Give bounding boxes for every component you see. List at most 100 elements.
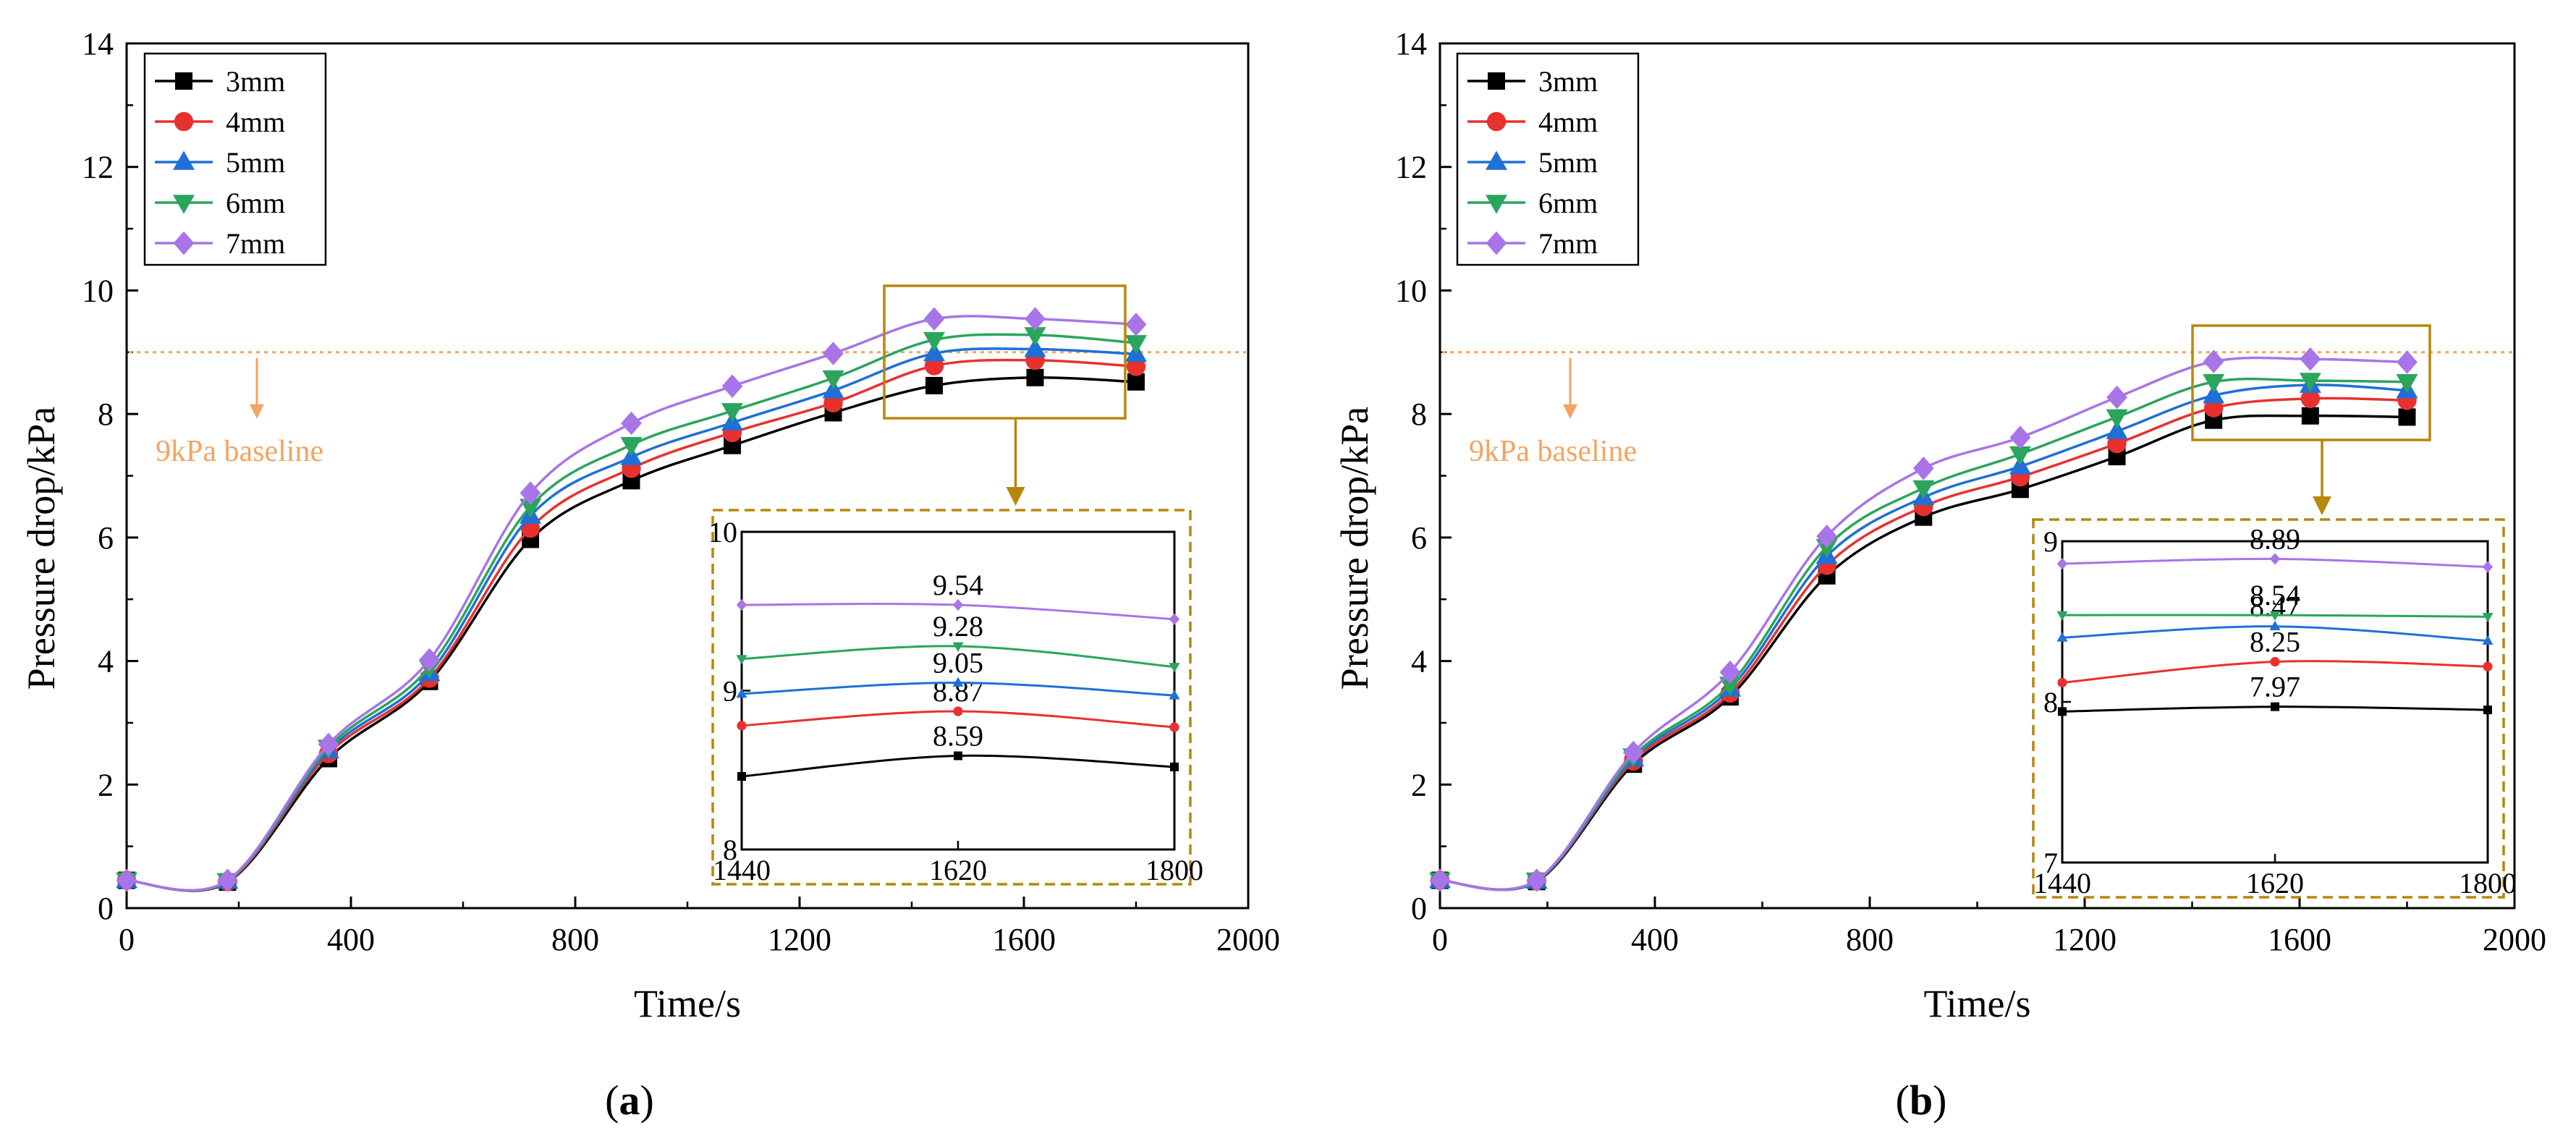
inset-y-tick-label: 10 — [708, 516, 737, 548]
inset-data-point-6mm — [2056, 611, 2068, 621]
inset-data-point-5mm — [736, 688, 747, 698]
inset-y-tick-label: 9 — [2043, 525, 2058, 558]
data-point-6mm — [2106, 409, 2128, 429]
inset-data-point-7mm — [736, 598, 747, 611]
x-tick-label: 0 — [1432, 922, 1448, 957]
legend-marker-6mm — [1486, 195, 1507, 214]
data-point-6mm — [520, 499, 541, 518]
data-point-7mm — [1125, 313, 1147, 336]
data-point-7mm — [520, 481, 541, 505]
series-line-3mm — [126, 376, 1137, 892]
legend-label-3mm: 3mm — [226, 65, 285, 98]
y-tick-label: 10 — [1395, 273, 1427, 308]
inset-y-tick-label: 9 — [723, 675, 737, 708]
data-point-6mm — [721, 403, 743, 423]
y-tick-label: 12 — [82, 150, 114, 185]
y-axis-label: Pressure drop/kPa — [1333, 407, 1376, 690]
chart-panel-b: 0 400 800 1200 1600 2000 0 2 4 6 8 10 12 14 Time/s Pres… — [1333, 26, 2546, 1124]
inset-data-point-5mm — [2482, 635, 2494, 645]
data-point-6mm — [2009, 446, 2031, 466]
zoom-box — [883, 284, 1127, 420]
inset-data-point-5mm — [2056, 632, 2068, 642]
y-tick-label: 0 — [1411, 891, 1427, 926]
y-tick-label: 10 — [82, 273, 114, 308]
legend-marker-4mm — [174, 111, 194, 132]
series-line-7mm — [1439, 356, 2407, 891]
data-point-5mm — [1024, 337, 1046, 357]
inset-data-point-5mm — [952, 677, 964, 687]
zoom-arrow-head — [2313, 496, 2331, 515]
y-tick-label: 0 — [98, 891, 114, 926]
data-point-6mm — [2299, 373, 2321, 392]
legend-frame — [1456, 52, 1640, 266]
data-point-3mm — [925, 376, 943, 394]
legend-frame — [143, 52, 327, 266]
x-axis-label: Time/s — [634, 982, 741, 1025]
x-tick-label: 1600 — [992, 922, 1056, 957]
baseline-arrow-head — [1563, 404, 1577, 419]
legend-marker-5mm — [173, 151, 195, 170]
data-point-7mm — [217, 868, 238, 892]
y-tick-label: 8 — [98, 397, 114, 432]
legend-label-7mm: 7mm — [1538, 227, 1598, 260]
inset-y-tick-label: 8 — [2043, 686, 2058, 719]
y-tick-label: 4 — [98, 644, 114, 679]
inset-data-point-6mm — [1169, 663, 1180, 673]
data-point-7mm — [2009, 425, 2031, 449]
legend-marker-6mm — [173, 195, 195, 214]
data-point-7mm — [318, 732, 339, 757]
legend-marker-7mm — [173, 231, 195, 255]
data-point-6mm — [1024, 327, 1046, 347]
data-point-6mm — [1125, 335, 1147, 355]
data-point-7mm — [1526, 868, 1548, 892]
inset-x-tick-label: 1440 — [713, 854, 771, 886]
data-point-7mm — [419, 648, 440, 672]
inset-data-point-7mm — [952, 598, 964, 611]
inset-data-point-6mm — [736, 655, 747, 665]
inset-data-point-4mm — [2270, 656, 2280, 667]
y-tick-label: 2 — [1411, 767, 1427, 802]
inset-data-point-3mm — [1170, 762, 1179, 771]
inset-data-point-4mm — [1169, 722, 1179, 732]
y-tick-label: 6 — [98, 520, 114, 556]
legend-marker-5mm — [1486, 151, 1507, 170]
inset-value-label: 9.28 — [933, 610, 983, 643]
inset-data-point-3mm — [737, 772, 746, 781]
inset-value-label: 8.54 — [2250, 579, 2300, 611]
x-tick-label: 800 — [551, 922, 599, 957]
legend-marker-3mm — [175, 72, 192, 90]
data-point-6mm — [822, 370, 844, 390]
x-axis-label: Time/s — [1923, 982, 2030, 1025]
inset-data-point-7mm — [1169, 613, 1180, 625]
inset-x-tick-label: 1800 — [1145, 854, 1203, 886]
data-point-7mm — [2106, 385, 2127, 410]
data-point-7mm — [2203, 349, 2224, 373]
inset-data-point-7mm — [2269, 553, 2281, 565]
inset-data-point-3mm — [954, 751, 962, 760]
data-point-6mm — [2396, 373, 2418, 394]
data-point-7mm — [1912, 457, 1934, 480]
legend-label-4mm: 4mm — [226, 106, 285, 138]
data-point-3mm — [1026, 368, 1044, 386]
y-tick-label: 8 — [1411, 397, 1427, 432]
inset-y-tick-label: 7 — [2043, 847, 2058, 879]
data-point-4mm — [2300, 389, 2321, 409]
data-point-6mm — [1719, 677, 1741, 696]
data-point-7mm — [1025, 307, 1046, 331]
x-tick-label: 400 — [1631, 922, 1679, 957]
y-tick-label: 4 — [1411, 644, 1427, 679]
legend-marker-7mm — [1486, 231, 1507, 255]
inset-x-tick-label: 1800 — [2459, 867, 2517, 899]
data-point-5mm — [923, 342, 945, 362]
legend: 3mm 4mm 5mm 6mm 7mm — [143, 52, 327, 266]
panel-label: (a) — [605, 1077, 654, 1124]
zoom-arrow-head — [1006, 487, 1025, 506]
legend-label-6mm: 6mm — [226, 187, 285, 219]
y-tick-label: 14 — [1395, 26, 1427, 62]
inset-data-point-6mm — [2482, 612, 2494, 623]
inset-data-point-5mm — [1169, 690, 1180, 700]
data-point-5mm — [2203, 384, 2225, 404]
inset-value-label: 9.05 — [933, 647, 983, 679]
data-point-6mm — [2203, 373, 2225, 394]
inset-data-point-3mm — [2058, 707, 2067, 716]
